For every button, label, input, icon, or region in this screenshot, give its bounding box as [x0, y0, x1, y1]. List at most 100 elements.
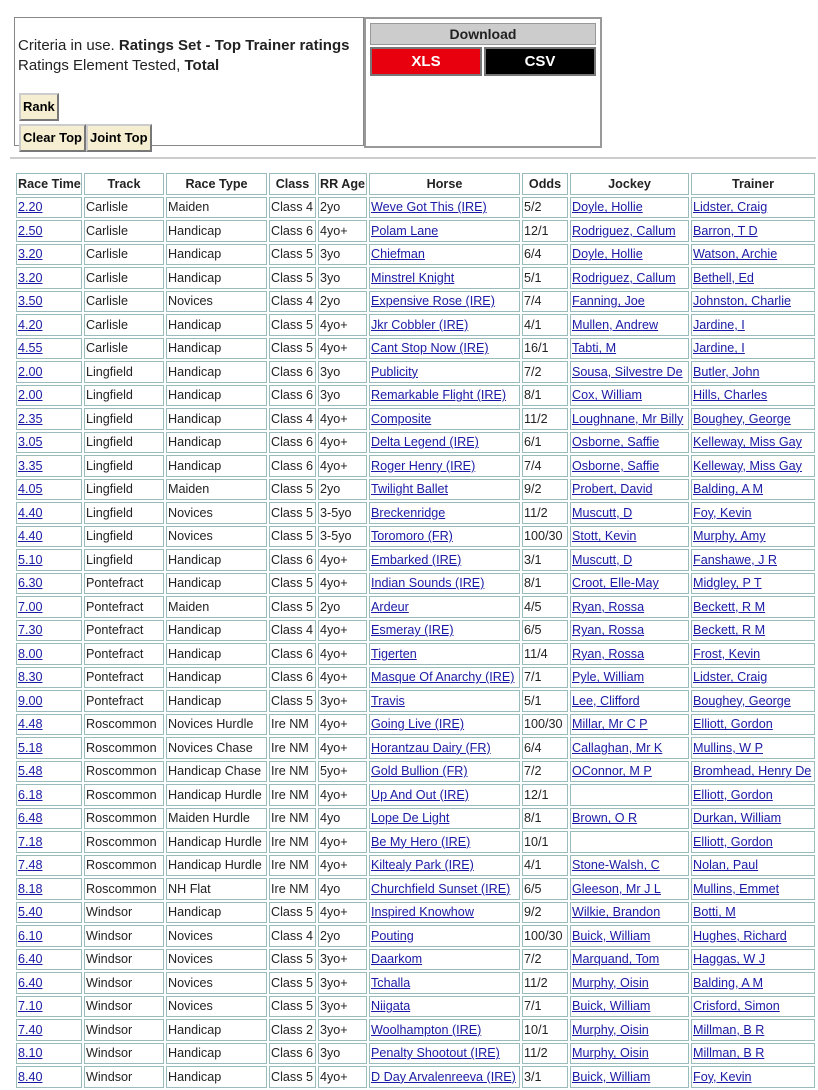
cell-link[interactable]: Lee, Clifford [572, 693, 640, 708]
cell-link[interactable]: Rodriguez, Callum [572, 270, 676, 285]
cell-link[interactable]: Boughey, George [693, 411, 791, 426]
clear-top-button[interactable]: Clear Top [19, 124, 86, 152]
cell-link[interactable]: Millar, Mr C P [572, 717, 648, 732]
cell-link[interactable]: Fanshawe, J R [693, 552, 777, 567]
cell-link[interactable]: Marquand, Tom [572, 952, 660, 967]
cell-link[interactable]: Murphy, Oisin [572, 1046, 649, 1061]
cell-link[interactable]: Brown, O R [572, 811, 638, 826]
cell-link[interactable]: Cant Stop Now (IRE) [371, 341, 489, 356]
cell-link[interactable]: Weve Got This (IRE) [371, 200, 487, 215]
cell-link[interactable]: Minstrel Knight [371, 270, 455, 285]
cell-link[interactable]: Frost, Kevin [693, 646, 761, 661]
cell-link[interactable]: Pouting [371, 928, 414, 943]
cell-link[interactable]: 3.35 [18, 458, 43, 473]
cell-link[interactable]: Stott, Kevin [572, 529, 637, 544]
cell-link[interactable]: 7.00 [18, 599, 43, 614]
cell-link[interactable]: 6.10 [18, 928, 43, 943]
cell-link[interactable]: 3.05 [18, 435, 43, 450]
cell-link[interactable]: 7.10 [18, 999, 43, 1014]
cell-link[interactable]: Elliott, Gordon [693, 787, 773, 802]
cell-link[interactable]: Balding, A M [693, 975, 764, 990]
cell-link[interactable]: OConnor, M P [572, 764, 652, 779]
cell-link[interactable]: Balding, A M [693, 482, 764, 497]
csv-button[interactable]: CSV [484, 47, 596, 76]
cell-link[interactable]: 7.48 [18, 858, 43, 873]
cell-link[interactable]: Boughey, George [693, 693, 791, 708]
cell-link[interactable]: Indian Sounds (IRE) [371, 576, 485, 591]
cell-link[interactable]: Durkan, William [693, 811, 782, 826]
rank-button[interactable]: Rank [19, 93, 59, 121]
cell-link[interactable]: 2.50 [18, 223, 43, 238]
cell-link[interactable]: 6.40 [18, 952, 43, 967]
cell-link[interactable]: 8.40 [18, 1069, 43, 1084]
cell-link[interactable]: Niigata [371, 999, 411, 1014]
cell-link[interactable]: Toromoro (FR) [371, 529, 453, 544]
cell-link[interactable]: Sousa, Silvestre De [572, 364, 683, 379]
cell-link[interactable]: 8.10 [18, 1046, 43, 1061]
cell-link[interactable]: Ryan, Rossa [572, 646, 645, 661]
cell-link[interactable]: Ryan, Rossa [572, 623, 645, 638]
cell-link[interactable]: Expensive Rose (IRE) [371, 294, 495, 309]
cell-link[interactable]: 2.00 [18, 388, 43, 403]
cell-link[interactable]: Barron, T D [693, 223, 758, 238]
cell-link[interactable]: Kelleway, Miss Gay [693, 435, 802, 450]
cell-link[interactable]: Bethell, Ed [693, 270, 754, 285]
cell-link[interactable]: Muscutt, D [572, 505, 633, 520]
cell-link[interactable]: 9.00 [18, 693, 43, 708]
cell-link[interactable]: 7.40 [18, 1022, 43, 1037]
cell-link[interactable]: Jardine, I [693, 341, 745, 356]
cell-link[interactable]: Crisford, Simon [693, 999, 780, 1014]
cell-link[interactable]: Watson, Archie [693, 247, 778, 262]
cell-link[interactable]: Up And Out (IRE) [371, 787, 469, 802]
cell-link[interactable]: Millman, B R [693, 1046, 765, 1061]
cell-link[interactable]: 6.18 [18, 787, 43, 802]
cell-link[interactable]: Tigerten [371, 646, 417, 661]
cell-link[interactable]: D Day Arvalenreeva (IRE) [371, 1069, 516, 1084]
cell-link[interactable]: Twilight Ballet [371, 482, 448, 497]
cell-link[interactable]: Buick, William [572, 928, 651, 943]
cell-link[interactable]: Millman, B R [693, 1022, 765, 1037]
cell-link[interactable]: Pyle, William [572, 670, 645, 685]
cell-link[interactable]: Loughnane, Mr Billy [572, 411, 684, 426]
cell-link[interactable]: Doyle, Hollie [572, 247, 643, 262]
cell-link[interactable]: Daarkom [371, 952, 423, 967]
cell-link[interactable]: 4.55 [18, 341, 43, 356]
cell-link[interactable]: 3.50 [18, 294, 43, 309]
cell-link[interactable]: 2.35 [18, 411, 43, 426]
cell-link[interactable]: 3.20 [18, 270, 43, 285]
cell-link[interactable]: Fanning, Joe [572, 294, 645, 309]
cell-link[interactable]: Midgley, P T [693, 576, 762, 591]
cell-link[interactable]: Polam Lane [371, 223, 439, 238]
cell-link[interactable]: Chiefman [371, 247, 425, 262]
cell-link[interactable]: 7.18 [18, 834, 43, 849]
cell-link[interactable]: Lidster, Craig [693, 200, 768, 215]
cell-link[interactable]: Stone-Walsh, C [572, 858, 660, 873]
cell-link[interactable]: Beckett, R M [693, 623, 766, 638]
cell-link[interactable]: 5.10 [18, 552, 43, 567]
cell-link[interactable]: Bromhead, Henry De [693, 764, 812, 779]
cell-link[interactable]: 4.40 [18, 529, 43, 544]
cell-link[interactable]: 2.20 [18, 200, 43, 215]
cell-link[interactable]: 6.48 [18, 811, 43, 826]
cell-link[interactable]: Foy, Kevin [693, 1069, 752, 1084]
cell-link[interactable]: Gleeson, Mr J L [572, 881, 661, 896]
cell-link[interactable]: Gold Bullion (FR) [371, 764, 468, 779]
cell-link[interactable]: Mullins, W P [693, 740, 763, 755]
cell-link[interactable]: Foy, Kevin [693, 505, 752, 520]
cell-link[interactable]: Roger Henry (IRE) [371, 458, 476, 473]
cell-link[interactable]: Jkr Cobbler (IRE) [371, 317, 469, 332]
cell-link[interactable]: 7.30 [18, 623, 43, 638]
cell-link[interactable]: Esmeray (IRE) [371, 623, 454, 638]
cell-link[interactable]: Murphy, Oisin [572, 975, 649, 990]
cell-link[interactable]: Publicity [371, 364, 418, 379]
cell-link[interactable]: Remarkable Flight (IRE) [371, 388, 507, 403]
cell-link[interactable]: Masque Of Anarchy (IRE) [371, 670, 515, 685]
cell-link[interactable]: Embarked (IRE) [371, 552, 462, 567]
cell-link[interactable]: 6.30 [18, 576, 43, 591]
cell-link[interactable]: Murphy, Oisin [572, 1022, 649, 1037]
cell-link[interactable]: Hills, Charles [693, 388, 768, 403]
cell-link[interactable]: Kelleway, Miss Gay [693, 458, 802, 473]
cell-link[interactable]: Nolan, Paul [693, 858, 759, 873]
cell-link[interactable]: Breckenridge [371, 505, 446, 520]
cell-link[interactable]: Going Live (IRE) [371, 717, 465, 732]
